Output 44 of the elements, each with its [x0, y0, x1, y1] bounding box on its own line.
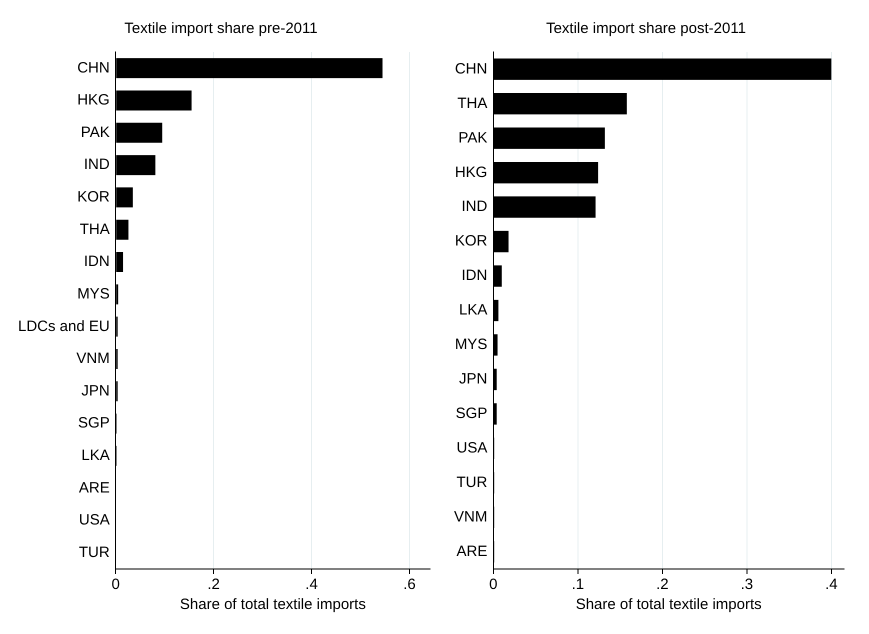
x-tick-label: .2: [656, 576, 669, 594]
x-tick-label: .6: [403, 576, 416, 594]
y-tick-label: CHN: [77, 59, 110, 76]
y-tick-label: ARE: [456, 542, 488, 560]
y-tick-label: PAK: [458, 129, 488, 146]
y-tick-label: IND: [461, 198, 488, 216]
y-tick-label: HKG: [454, 164, 488, 181]
y-tick-label: LKA: [458, 302, 488, 319]
y-tick-label: USA: [456, 440, 488, 457]
y-tick-label: CHN: [454, 60, 488, 78]
y-tick-label: VNM: [454, 508, 488, 526]
y-tick-label: THA: [457, 94, 488, 112]
y-tick-label: SGP: [78, 414, 110, 432]
y-tick-label: KOR: [454, 232, 488, 250]
y-tick-label: LDCs and EU: [18, 318, 110, 335]
y-tick-label: TUR: [78, 544, 110, 561]
y-tick-label: MYS: [454, 336, 488, 354]
y-tick-label: HKG: [77, 92, 110, 109]
x-tick-label: .4: [305, 576, 318, 594]
y-tick-label: IDN: [84, 253, 110, 270]
y-tick-label: JPN: [81, 382, 110, 400]
y-tick-label: THA: [80, 220, 110, 238]
x-tick-label: 0: [112, 576, 120, 594]
x-axis-title: Share of total textile imports: [576, 596, 762, 614]
y-tick-label: PAK: [80, 124, 110, 141]
x-tick-label: .2: [207, 576, 220, 594]
y-tick-label: TUR: [456, 474, 488, 491]
x-tick-label: 0: [489, 576, 498, 594]
x-tick-label: .3: [740, 576, 754, 594]
y-tick-label: IND: [84, 156, 110, 174]
x-tick-label: .1: [572, 576, 584, 594]
y-tick-label: KOR: [77, 188, 110, 206]
y-tick-label: USA: [78, 512, 110, 529]
y-tick-label: LKA: [81, 447, 110, 464]
x-axis-title: Share of total textile imports: [180, 596, 366, 614]
y-tick-label: JPN: [458, 370, 488, 388]
y-tick-label: IDN: [461, 267, 488, 284]
chart-title: Textile import share post-2011: [546, 20, 746, 38]
y-tick-label: VNM: [76, 350, 110, 368]
y-tick-label: MYS: [77, 285, 110, 302]
y-tick-label: ARE: [78, 479, 110, 496]
chart-title: Textile import share pre-2011: [124, 20, 318, 38]
y-tick-label: SGP: [456, 405, 488, 422]
x-tick-label: .4: [825, 576, 838, 594]
